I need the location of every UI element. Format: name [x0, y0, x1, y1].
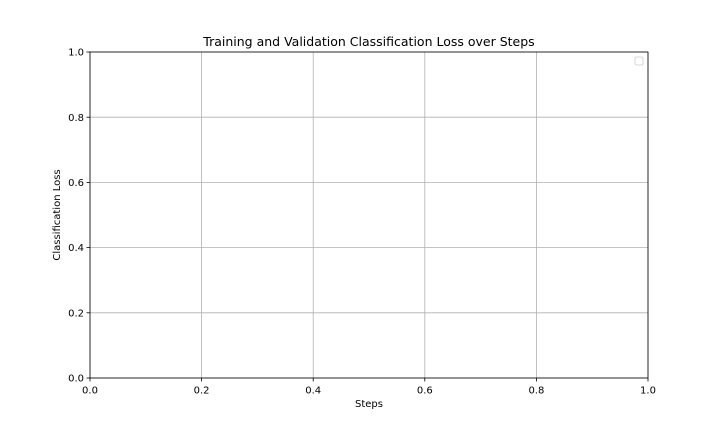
x-axis-ticks: 0.0 0.2 0.4 0.6 0.8 1.0 [82, 378, 656, 397]
chart-title: Training and Validation Classification L… [202, 34, 534, 49]
y-axis-ticks: 0.0 0.2 0.4 0.6 0.8 1.0 [68, 48, 90, 385]
x-tick-label: 0.0 [82, 386, 98, 397]
x-tick-label: 0.6 [417, 386, 433, 397]
y-tick-label: 0.8 [68, 113, 84, 124]
y-axis-label: Classification Loss [52, 169, 63, 260]
y-tick-label: 0.0 [68, 374, 84, 385]
plot-area-background [90, 52, 648, 378]
y-tick-label: 0.6 [68, 178, 84, 189]
y-tick-label: 0.2 [68, 308, 84, 319]
x-tick-label: 0.4 [305, 386, 321, 397]
x-tick-label: 0.2 [194, 386, 210, 397]
x-axis-label: Steps [355, 399, 383, 410]
x-tick-label: 1.0 [640, 386, 656, 397]
plot-area-frame [89, 51, 649, 379]
x-tick-label: 0.8 [528, 386, 544, 397]
y-tick-label: 1.0 [68, 48, 84, 59]
y-tick-label: 0.4 [68, 243, 84, 254]
legend-box [634, 56, 644, 66]
